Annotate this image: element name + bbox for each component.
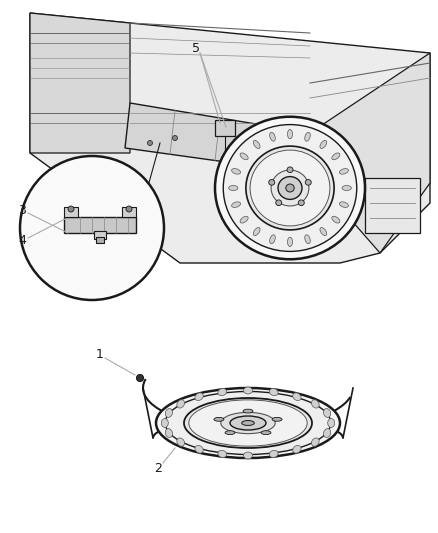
Ellipse shape — [215, 117, 365, 259]
Polygon shape — [125, 103, 310, 173]
Ellipse shape — [223, 125, 357, 252]
Ellipse shape — [242, 421, 254, 425]
Bar — [64, 217, 136, 233]
Bar — [215, 120, 235, 136]
Ellipse shape — [221, 413, 275, 434]
Ellipse shape — [276, 200, 282, 206]
Ellipse shape — [305, 132, 310, 141]
Ellipse shape — [214, 417, 224, 421]
Ellipse shape — [250, 150, 330, 226]
Bar — [64, 207, 78, 217]
Ellipse shape — [293, 393, 301, 401]
Ellipse shape — [320, 140, 327, 149]
Text: 5: 5 — [192, 42, 200, 54]
Ellipse shape — [305, 180, 311, 185]
Ellipse shape — [165, 429, 173, 438]
Circle shape — [148, 141, 152, 146]
Ellipse shape — [229, 185, 238, 190]
Ellipse shape — [286, 184, 294, 192]
Circle shape — [20, 156, 164, 300]
Text: 1: 1 — [96, 349, 104, 361]
Ellipse shape — [287, 167, 293, 173]
Ellipse shape — [246, 146, 334, 230]
Ellipse shape — [269, 450, 278, 457]
Ellipse shape — [240, 153, 248, 160]
Ellipse shape — [342, 185, 351, 190]
Text: 4: 4 — [18, 235, 26, 247]
Ellipse shape — [165, 392, 331, 455]
Ellipse shape — [232, 168, 240, 174]
Ellipse shape — [253, 228, 260, 236]
Ellipse shape — [218, 389, 227, 395]
Ellipse shape — [332, 153, 340, 160]
Ellipse shape — [165, 409, 173, 417]
Ellipse shape — [177, 400, 184, 408]
Bar — [365, 178, 420, 233]
Ellipse shape — [324, 429, 331, 438]
Ellipse shape — [161, 418, 168, 427]
Ellipse shape — [328, 418, 335, 427]
Ellipse shape — [287, 130, 293, 139]
Ellipse shape — [189, 400, 307, 446]
Circle shape — [283, 157, 287, 163]
Text: 2: 2 — [154, 462, 162, 474]
Ellipse shape — [156, 388, 340, 458]
Ellipse shape — [293, 446, 301, 453]
Bar — [96, 237, 104, 243]
Circle shape — [221, 169, 229, 177]
Text: 3: 3 — [18, 205, 26, 217]
Ellipse shape — [272, 417, 282, 421]
Ellipse shape — [311, 438, 319, 446]
Ellipse shape — [332, 216, 340, 223]
Ellipse shape — [271, 170, 309, 206]
Ellipse shape — [311, 400, 319, 408]
Circle shape — [137, 375, 144, 382]
Ellipse shape — [244, 452, 252, 459]
Ellipse shape — [240, 216, 248, 223]
Polygon shape — [310, 53, 430, 253]
Ellipse shape — [270, 132, 275, 141]
Ellipse shape — [232, 202, 240, 207]
Circle shape — [126, 206, 132, 212]
Bar — [94, 231, 106, 239]
Ellipse shape — [218, 450, 227, 457]
Circle shape — [173, 135, 177, 141]
Polygon shape — [30, 13, 130, 153]
Ellipse shape — [305, 235, 310, 244]
Ellipse shape — [195, 446, 203, 453]
Ellipse shape — [261, 431, 271, 434]
Ellipse shape — [298, 200, 304, 206]
Ellipse shape — [243, 409, 253, 413]
Ellipse shape — [278, 176, 302, 199]
Polygon shape — [30, 13, 430, 263]
Ellipse shape — [324, 409, 331, 417]
Circle shape — [68, 206, 74, 212]
Ellipse shape — [339, 202, 348, 207]
Ellipse shape — [177, 438, 184, 446]
Circle shape — [258, 152, 262, 157]
Ellipse shape — [269, 389, 278, 395]
Ellipse shape — [184, 398, 312, 448]
Ellipse shape — [339, 168, 348, 174]
Ellipse shape — [244, 387, 252, 394]
Ellipse shape — [225, 431, 235, 434]
Ellipse shape — [270, 235, 275, 244]
Bar — [122, 207, 136, 217]
Ellipse shape — [287, 237, 293, 246]
Ellipse shape — [253, 140, 260, 149]
Ellipse shape — [320, 228, 327, 236]
Ellipse shape — [269, 180, 275, 185]
Ellipse shape — [195, 393, 203, 401]
Ellipse shape — [230, 416, 266, 430]
